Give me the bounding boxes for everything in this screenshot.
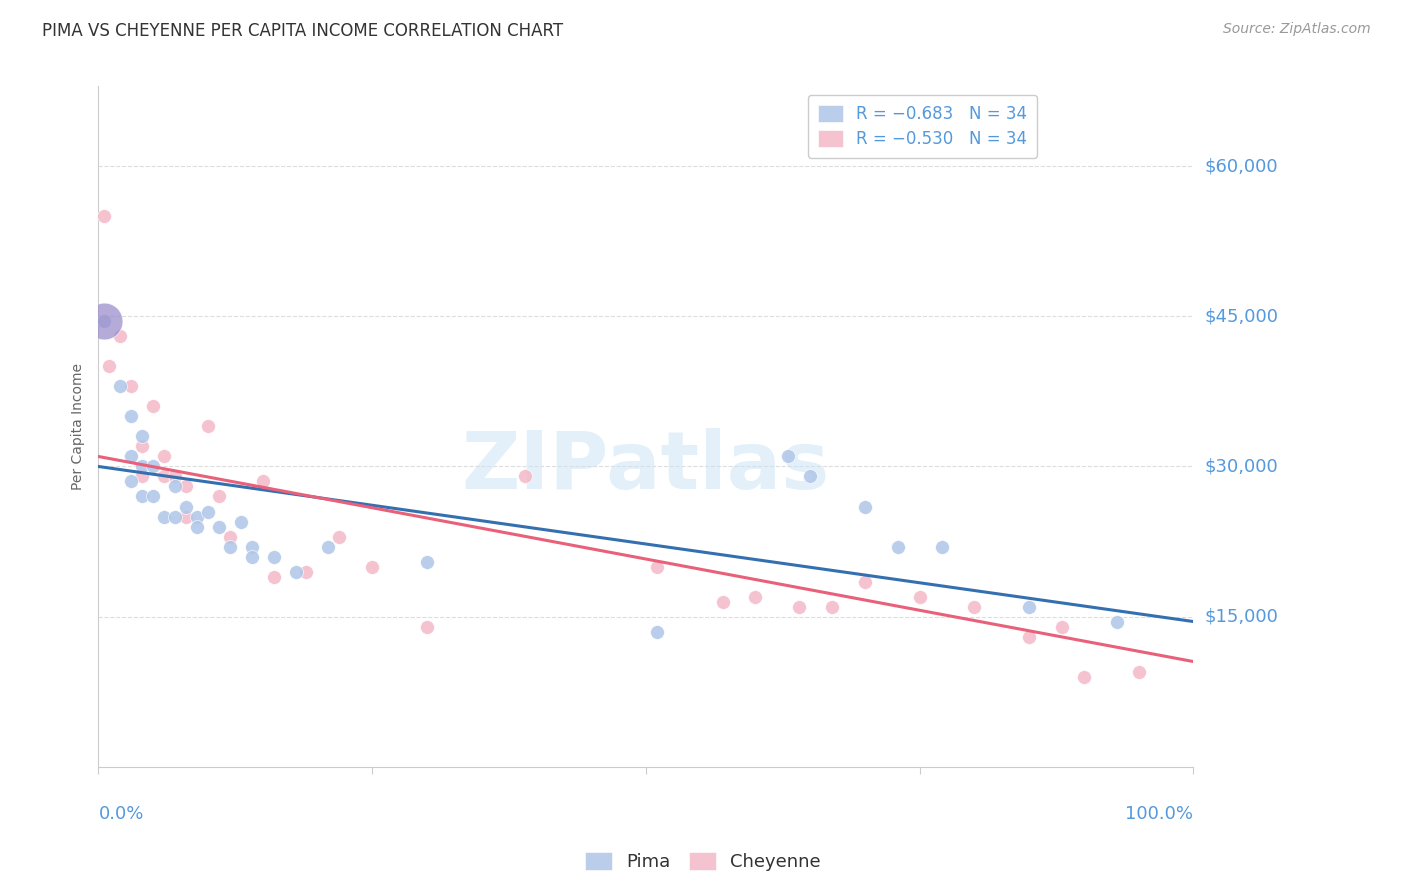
Point xyxy=(98,359,121,374)
Point xyxy=(131,440,153,454)
Point xyxy=(120,450,142,464)
Text: Source: ZipAtlas.com: Source: ZipAtlas.com xyxy=(1223,22,1371,37)
Point xyxy=(240,540,263,554)
Text: $15,000: $15,000 xyxy=(1205,607,1278,625)
Point xyxy=(328,529,350,543)
Point xyxy=(153,509,176,524)
Point xyxy=(131,429,153,443)
Point xyxy=(93,210,115,224)
Point xyxy=(645,559,668,574)
Point xyxy=(186,509,208,524)
Point xyxy=(174,479,197,493)
Text: $60,000: $60,000 xyxy=(1205,157,1278,176)
Point xyxy=(197,419,219,434)
Legend: Pima, Cheyenne: Pima, Cheyenne xyxy=(578,845,828,879)
Point xyxy=(142,459,165,474)
Point xyxy=(318,540,340,554)
Point xyxy=(110,329,132,343)
Point xyxy=(93,314,115,328)
Point xyxy=(142,400,165,414)
Point xyxy=(263,569,285,583)
Point xyxy=(165,469,187,483)
Point xyxy=(1105,615,1128,629)
Point xyxy=(931,540,953,554)
Point xyxy=(1018,599,1040,614)
Point xyxy=(853,574,876,589)
Point xyxy=(1018,630,1040,644)
Text: $45,000: $45,000 xyxy=(1205,308,1278,326)
Point xyxy=(240,549,263,564)
Point xyxy=(787,599,810,614)
Point xyxy=(153,469,176,483)
Point xyxy=(110,379,132,393)
Point xyxy=(229,515,252,529)
Point xyxy=(218,529,240,543)
Point xyxy=(711,594,734,608)
Point xyxy=(853,500,876,514)
Text: 0.0%: 0.0% xyxy=(98,805,143,823)
Point xyxy=(1128,665,1150,679)
Point xyxy=(252,475,274,489)
Point xyxy=(93,314,115,328)
Point xyxy=(887,540,910,554)
Point xyxy=(295,565,318,579)
Text: 100.0%: 100.0% xyxy=(1125,805,1194,823)
Point xyxy=(165,509,187,524)
Text: $30,000: $30,000 xyxy=(1205,458,1278,475)
Point xyxy=(131,490,153,504)
Point xyxy=(744,590,766,604)
Y-axis label: Per Capita Income: Per Capita Income xyxy=(72,363,86,490)
Point xyxy=(153,450,176,464)
Point xyxy=(963,599,986,614)
Point xyxy=(142,490,165,504)
Point xyxy=(174,509,197,524)
Point xyxy=(416,555,439,569)
Point xyxy=(120,379,142,393)
Point xyxy=(120,475,142,489)
Point xyxy=(778,450,800,464)
Point xyxy=(186,519,208,533)
Point xyxy=(515,469,537,483)
Point xyxy=(165,479,187,493)
Text: PIMA VS CHEYENNE PER CAPITA INCOME CORRELATION CHART: PIMA VS CHEYENNE PER CAPITA INCOME CORRE… xyxy=(42,22,564,40)
Point xyxy=(821,599,844,614)
Text: ZIPatlas: ZIPatlas xyxy=(461,428,830,507)
Point xyxy=(263,549,285,564)
Point xyxy=(218,540,240,554)
Point xyxy=(131,469,153,483)
Point xyxy=(361,559,384,574)
Legend: R = −0.683   N = 34, R = −0.530   N = 34: R = −0.683 N = 34, R = −0.530 N = 34 xyxy=(808,95,1038,158)
Point xyxy=(208,490,231,504)
Point xyxy=(908,590,931,604)
Point xyxy=(120,409,142,424)
Point xyxy=(645,624,668,639)
Point xyxy=(416,619,439,633)
Point xyxy=(1073,669,1095,683)
Point xyxy=(799,469,821,483)
Point xyxy=(131,459,153,474)
Point xyxy=(197,504,219,518)
Point xyxy=(284,565,307,579)
Point xyxy=(1050,619,1073,633)
Point xyxy=(208,519,231,533)
Point xyxy=(174,500,197,514)
